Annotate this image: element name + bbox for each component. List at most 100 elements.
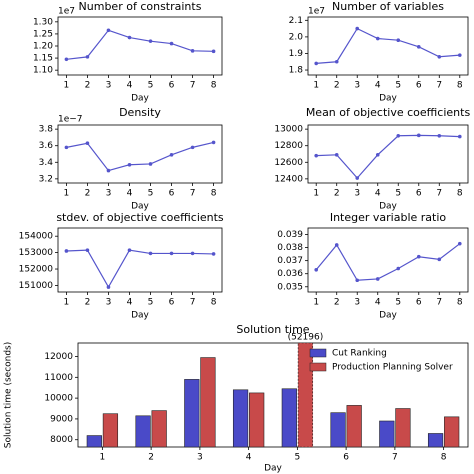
- x-axis-label: Day: [131, 311, 149, 321]
- chart-title: Integer variable ratio: [330, 211, 447, 224]
- y-tick-label: 1.30: [33, 17, 53, 27]
- x-tick-label: 7: [190, 298, 196, 308]
- x-tick-label: 3: [106, 189, 112, 199]
- x-tick-label: 5: [395, 298, 401, 308]
- data-point: [375, 153, 380, 157]
- y-tick-label: 0.036: [277, 269, 303, 279]
- x-tick-label: 2: [148, 453, 154, 463]
- axis-offset: 1e7: [58, 7, 75, 17]
- y-tick-label: 1.10: [33, 66, 53, 76]
- x-tick-label: 4: [127, 81, 133, 91]
- chart-title: Density: [119, 106, 161, 119]
- x-axis-label: Day: [131, 94, 149, 104]
- y-tick-label: 3.2: [39, 174, 53, 184]
- data-line: [316, 134, 460, 179]
- y-tick-label: 1.15: [33, 54, 53, 64]
- y-tick-label: 151000: [19, 281, 54, 291]
- y-tick-label: 12600: [274, 158, 303, 168]
- data-point: [355, 26, 360, 31]
- x-tick-label: 2: [85, 298, 91, 308]
- y-tick-label: 1.25: [33, 29, 53, 39]
- x-tick-label: 8: [211, 81, 217, 91]
- y-tick-label: 12800: [274, 141, 303, 151]
- y-tick-label: 3.4: [39, 158, 54, 168]
- x-tick-label: 1: [313, 298, 319, 308]
- data-point: [127, 35, 132, 40]
- x-tick-label: 8: [441, 453, 447, 463]
- x-axis-label: Day: [379, 311, 397, 321]
- data-point: [106, 168, 111, 173]
- x-axis-label: Day: [379, 94, 397, 104]
- x-tick-label: 5: [295, 453, 301, 463]
- x-tick-label: 7: [392, 453, 398, 463]
- data-point: [211, 49, 216, 54]
- legend-label: Cut Ranking: [332, 349, 387, 359]
- plot-frame: [307, 16, 469, 76]
- bar: [379, 420, 395, 448]
- x-tick-label: 1: [64, 298, 70, 308]
- bar: [102, 413, 119, 448]
- data-point: [457, 134, 462, 139]
- data-point: [190, 49, 195, 53]
- y-tick-label: 3.6: [39, 141, 54, 151]
- data-point: [148, 162, 153, 166]
- bar: [184, 379, 200, 448]
- data-point: [416, 45, 421, 49]
- data-point: [85, 248, 90, 252]
- data-line: [316, 27, 460, 64]
- y-tick-label: 3.8: [39, 125, 54, 135]
- data-point: [64, 145, 69, 150]
- x-tick-label: 1: [313, 81, 319, 91]
- data-point: [148, 39, 153, 43]
- x-tick-label: 5: [148, 298, 154, 308]
- x-axis-label: Day: [131, 202, 149, 212]
- data-point: [169, 41, 174, 46]
- data-point: [85, 55, 90, 59]
- x-tick-label: 5: [148, 189, 154, 199]
- y-tick-label: 1.20: [33, 42, 53, 52]
- axis-offset: 1e7: [308, 7, 325, 17]
- data-point: [64, 57, 69, 62]
- x-tick-label: 4: [375, 189, 381, 199]
- x-tick-label: 6: [169, 81, 175, 91]
- x-tick-label: 3: [354, 298, 360, 308]
- y-tick-label: 0.038: [277, 243, 303, 253]
- legend-label: Production Planning Solver: [332, 363, 453, 373]
- data-point: [211, 252, 216, 256]
- x-tick-label: 2: [334, 298, 340, 308]
- chart-title: Mean of objective coefficients: [306, 106, 471, 119]
- x-tick-label: 6: [343, 453, 349, 463]
- bar: [444, 416, 460, 448]
- y-tick-label: 153000: [19, 248, 54, 258]
- plot-frame: [77, 342, 469, 448]
- x-tick-label: 7: [436, 189, 442, 199]
- chart-title: Number of constraints: [79, 0, 202, 13]
- data-point: [190, 251, 195, 256]
- data-point: [437, 133, 442, 138]
- y-tick-label: 9000: [50, 414, 73, 424]
- y-tick-label: 10000: [44, 394, 73, 404]
- y-tick-label: 11000: [44, 373, 73, 383]
- y-tick-label: 152000: [19, 265, 54, 275]
- bar: [330, 412, 346, 448]
- x-tick-label: 3: [106, 81, 112, 91]
- x-tick-label: 7: [436, 298, 442, 308]
- data-line: [66, 141, 214, 172]
- data-line: [66, 249, 214, 289]
- y-tick-label: 13000: [274, 125, 303, 135]
- bar: [232, 389, 249, 448]
- bar: [86, 435, 102, 448]
- x-tick-label: 6: [169, 189, 175, 199]
- x-tick-label: 7: [190, 81, 196, 91]
- x-tick-label: 6: [416, 298, 422, 308]
- data-point: [64, 249, 69, 253]
- data-point: [127, 248, 132, 252]
- x-tick-label: 7: [190, 189, 196, 199]
- x-tick-label: 4: [375, 298, 381, 308]
- bar: [346, 405, 362, 448]
- x-tick-label: 4: [375, 81, 381, 91]
- x-tick-label: 3: [197, 453, 203, 463]
- data-point: [375, 36, 380, 41]
- plot-frame: [307, 124, 469, 184]
